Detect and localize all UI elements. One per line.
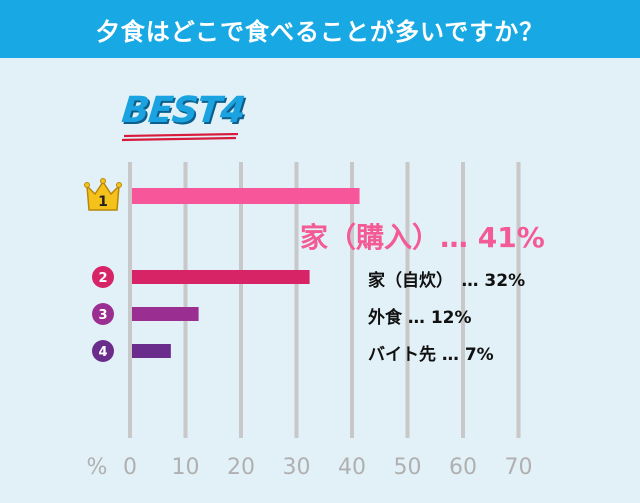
bar-label-3: 外食 … 12% <box>368 307 472 328</box>
bar-label-4: バイト先 … 7% <box>368 344 494 365</box>
bars <box>132 188 360 358</box>
x-tick-label: 70 <box>505 455 533 480</box>
bar-3 <box>132 307 199 321</box>
x-tick-label: 50 <box>394 455 422 480</box>
bar-label-2: 家（自炊） … 32% <box>368 270 525 291</box>
x-tick-label: 30 <box>283 455 311 480</box>
bar-4 <box>132 344 171 358</box>
rank-badge-3: 3 <box>92 303 114 325</box>
svg-text:1: 1 <box>98 194 108 210</box>
x-tick-label: 60 <box>449 455 477 480</box>
svg-text:2: 2 <box>98 271 107 286</box>
bar-label-1: 家（購入）… 41% <box>300 221 545 254</box>
crown-icon: 1 <box>84 178 122 211</box>
x-tick-labels: 0 10 20 30 40 50 60 70 <box>123 455 533 480</box>
x-axis-unit: % <box>87 455 108 480</box>
bar-1 <box>132 188 360 204</box>
x-tick-label: 0 <box>123 455 137 480</box>
svg-text:3: 3 <box>98 308 107 323</box>
rank-badge-2: 2 <box>92 266 114 288</box>
bar-labels: 家（購入）… 41% 家（自炊） … 32% 外食 … 12% バイト先 … 7% <box>300 221 545 365</box>
svg-text:4: 4 <box>98 345 107 360</box>
x-tick-label: 40 <box>338 455 366 480</box>
bar-2 <box>132 270 310 284</box>
page-title: 夕食はどこで食べることが多いですか？ <box>0 0 640 58</box>
rank-icons: 1 2 3 4 <box>84 178 122 362</box>
x-tick-label: 20 <box>227 455 255 480</box>
grid-lines <box>128 162 521 438</box>
rank-badge-4: 4 <box>92 340 114 362</box>
x-tick-label: 10 <box>172 455 200 480</box>
best-underline <box>122 133 239 142</box>
